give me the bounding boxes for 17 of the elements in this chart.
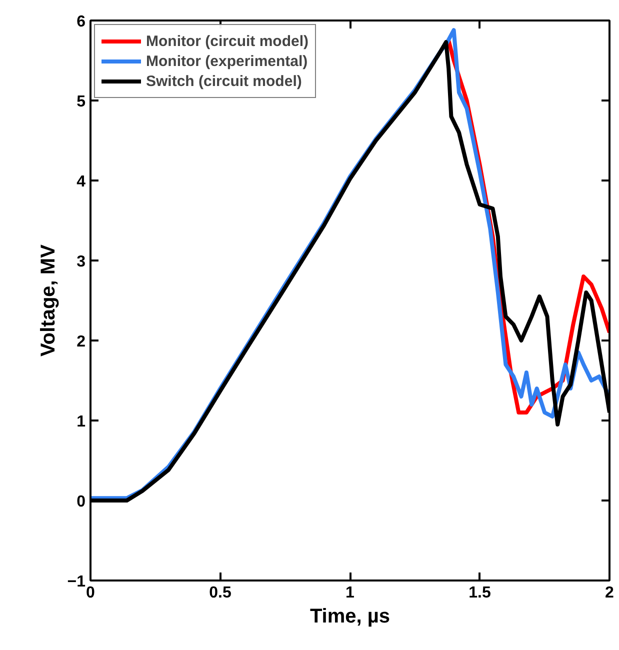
legend-label: Monitor (circuit model)	[146, 32, 308, 50]
y-tick-label: −1	[67, 574, 86, 590]
y-tick-label: 2	[76, 334, 86, 350]
y-tick-label: 0	[76, 494, 86, 510]
y-tick-label: 1	[76, 414, 86, 430]
y-tick-label: 5	[76, 94, 86, 110]
x-tick-label: 2	[605, 584, 614, 602]
y-tick-label: 6	[76, 14, 86, 30]
y-tick-label: 4	[76, 174, 86, 190]
legend-label: Switch (circuit model)	[146, 72, 302, 90]
x-tick-label: 1.5	[468, 584, 491, 602]
x-tick-label: 0.5	[209, 584, 232, 602]
legend-label: Monitor (experimental)	[146, 52, 308, 70]
y-axis-title: Voltage, MV	[37, 244, 60, 356]
x-tick-label: 1	[346, 584, 355, 602]
x-axis-title: Time, µs	[310, 606, 390, 628]
y-tick-label: 3	[76, 254, 86, 270]
